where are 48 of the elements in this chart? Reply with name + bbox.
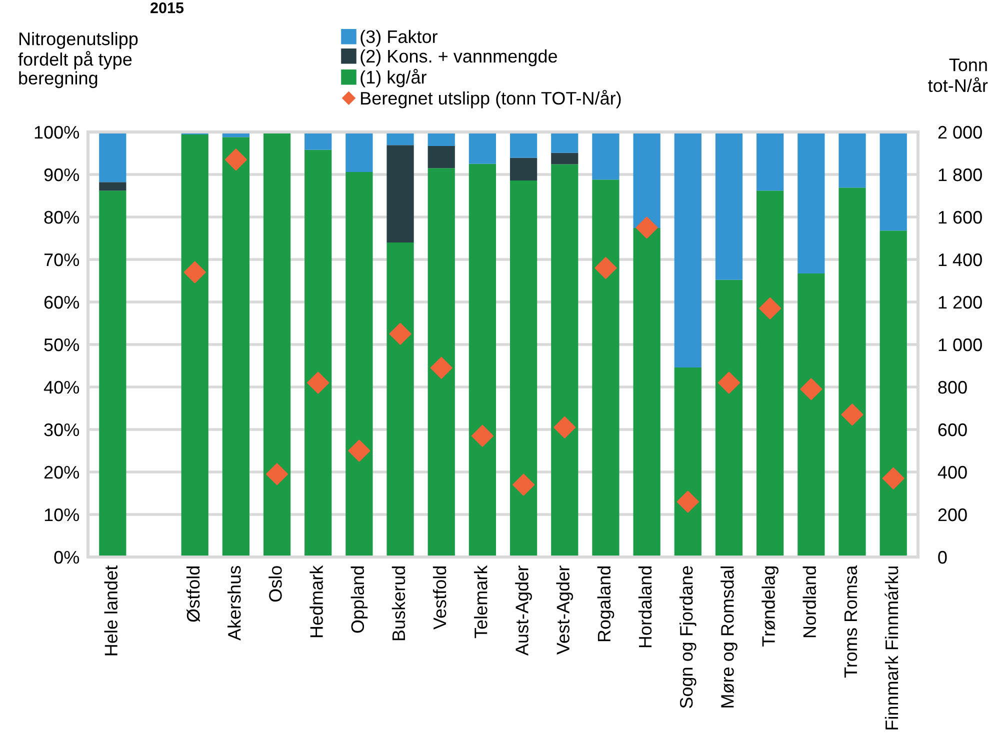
x-tick-label: Troms Romsa	[844, 565, 858, 678]
y-tick-label: 70%	[44, 253, 80, 266]
x-tick-label: Telemark	[474, 565, 488, 638]
y2-tick-label: 400	[938, 466, 967, 479]
y-tick-label: 40%	[44, 380, 80, 394]
y-tick-label: 10%	[44, 508, 80, 522]
y2-tick-label: 1 400	[938, 253, 982, 266]
x-tick-label: Trøndelag	[762, 566, 778, 647]
y-tick-label: 50%	[44, 338, 80, 352]
chart-title: 2015	[150, 2, 184, 14]
legend-label: Beregnet utslipp (tonn TOT-N/år)	[361, 90, 621, 108]
x-tick-label: Vestfold	[432, 566, 446, 630]
x-tick-label: Oppland	[350, 566, 368, 633]
x-tick-label: Møre og Romsdal	[720, 566, 738, 708]
x-tick-label: Aust-Agder	[515, 566, 532, 656]
x-tick-label: Sogn og Fjordane	[679, 566, 696, 708]
y2-tick-label: 1 200	[938, 296, 982, 309]
x-tick-label: Østfold	[186, 566, 200, 622]
y2-tick-label: 2 000	[938, 126, 982, 139]
y2-tick-label: 1 600	[938, 210, 982, 224]
x-tick-label: Nordland	[802, 566, 816, 638]
x-tick-label: Oslo	[268, 566, 282, 602]
legend-label: (3) Faktor	[360, 30, 438, 47]
y-axis-title: Nitrogenutslipp fordelt på type beregning	[18, 32, 138, 88]
x-tick-label: Rogaland	[597, 566, 614, 642]
x-tick-label: Hele landet	[104, 565, 118, 656]
x-tick-label: Hedmark	[310, 565, 323, 638]
legend-label: (2) Kons. + vannmengde	[360, 49, 557, 66]
y2-tick-label: 0	[938, 550, 947, 564]
y-tick-label: 20%	[44, 466, 80, 479]
x-tick-label: Buskerud	[392, 566, 406, 640]
y2-tick-label: 800	[938, 380, 967, 394]
y2-axis-title: Tonn tot-N/år	[928, 58, 988, 92]
y-tick-label: 100%	[34, 126, 80, 139]
y-tick-label: 30%	[44, 423, 80, 436]
x-tick-label: Akershus	[228, 566, 241, 641]
x-tick-label: Vest-Agder	[556, 566, 574, 655]
y2-tick-label: 200	[938, 508, 967, 522]
y2-tick-label: 1 000	[938, 338, 982, 352]
x-tick-label: Hordaland	[638, 566, 652, 648]
legend-label: (1) kg/år	[360, 68, 426, 88]
y2-tick-label: 600	[938, 423, 967, 436]
y-tick-label: 80%	[44, 210, 80, 224]
y2-tick-label: 1 800	[938, 168, 982, 182]
y-tick-label: 90%	[44, 168, 80, 182]
x-tick-label: Finnmark Finnmárku	[884, 566, 898, 730]
y-tick-label: 0%	[54, 550, 80, 564]
y-tick-label: 60%	[44, 296, 80, 309]
